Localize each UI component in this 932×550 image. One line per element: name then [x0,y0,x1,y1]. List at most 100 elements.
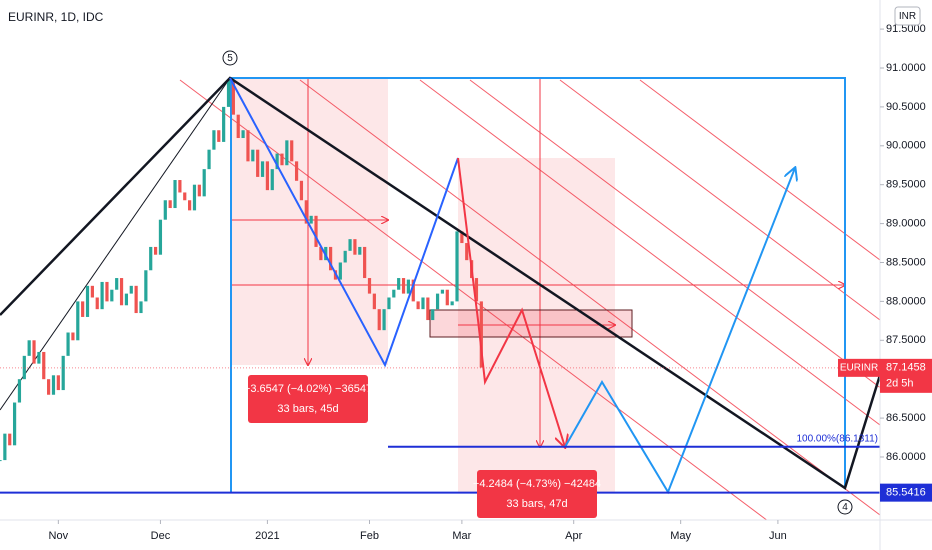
candle [435,293,440,310]
candle [460,231,464,244]
wave-circle [837,499,853,515]
y-tick-label: 90.0000 [886,140,926,152]
x-tick-label: Jun [769,530,787,542]
candle [90,285,94,298]
candle [0,460,2,462]
channel-line [559,79,881,321]
countdown-label: 2d 5h [886,378,914,390]
candle [42,351,46,380]
candle [290,140,294,162]
y-tick-label: 88.0000 [886,295,926,307]
candle [260,161,265,177]
candle [51,375,56,395]
candle [222,106,226,142]
candle [474,278,479,302]
channel-line [639,79,881,261]
candle [392,289,396,298]
x-tick-label: Apr [565,530,582,542]
candle [382,309,386,331]
candle [81,301,85,317]
candle [8,433,12,446]
candle [76,301,80,341]
candle [217,130,221,142]
x-tick-label: Dec [151,530,171,542]
candle [304,200,308,224]
range-zone [231,78,388,365]
measure-box [248,375,368,423]
candle [95,297,99,310]
candle [421,297,425,310]
last-price-label: 87.1458 [886,362,926,374]
candle [450,301,454,306]
wave-line [0,76,882,490]
candle [455,231,459,302]
candle [251,149,255,162]
currency[interactable]: INR [899,11,916,22]
candle [397,278,401,290]
candle [178,180,182,193]
candle [440,289,445,294]
projection-line [457,157,565,447]
candles [0,79,483,462]
measure-text: 33 bars, 45d [277,403,338,415]
last-price-tag [880,358,932,393]
candle [372,293,376,310]
candle [129,285,133,294]
y-tick-label: 86.5000 [886,412,926,424]
candle [37,351,41,364]
wave-label: 4 [842,502,848,513]
candle [256,149,260,177]
candle [241,130,245,139]
y-tick-label: 88.5000 [886,256,926,268]
channel-line [299,79,881,516]
candle [202,169,206,197]
candle [280,153,284,166]
candle [314,215,318,247]
candle [153,246,158,255]
candle [192,184,197,211]
candle [207,149,211,170]
candle [197,184,201,197]
candle [338,262,342,280]
candle [226,79,231,107]
candle [139,301,143,314]
candle [212,130,216,150]
wave-circle [222,50,238,66]
candle [61,355,65,391]
candle [144,270,148,302]
candle [12,402,17,446]
zone-box [429,309,633,338]
candle [285,140,289,166]
candle [100,281,104,310]
candle [348,239,352,251]
currency-box[interactable] [894,6,921,26]
candle [236,114,240,139]
candle [27,340,31,356]
candle [299,180,304,201]
candle [163,200,167,220]
candle [32,340,36,364]
candle [149,246,153,271]
candle [85,285,90,317]
chart-title: EURINR, 1D, IDC [8,10,104,24]
candle [173,180,177,209]
candle [231,79,235,115]
x-tick-label: Mar [452,530,471,542]
y-tick-label: 89.0000 [886,217,926,229]
channel-line [469,79,881,388]
symbol-tag-label: EURINR [840,362,878,373]
candle [329,246,333,271]
x-tick-label: May [670,530,691,542]
projection-line [564,168,795,495]
y-tick-label: 90.5000 [886,101,926,113]
drawings-front: 100.00%(86.1311) −3.6547 (−4.02%) −36547 3… [0,50,882,518]
wave-line [229,77,459,368]
candle [363,246,367,279]
x-tick-label: Nov [49,530,69,542]
candle [115,278,119,290]
candle [124,293,129,306]
